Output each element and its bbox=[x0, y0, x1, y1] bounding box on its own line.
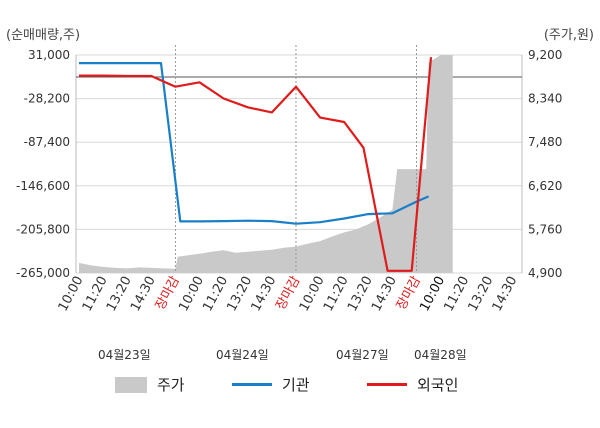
date-label: 04월23일 bbox=[98, 348, 151, 362]
price-area bbox=[79, 55, 453, 273]
left-tick-label: 31,000 bbox=[28, 48, 70, 62]
institution-line bbox=[79, 61, 430, 225]
left-tick-label: -87,400 bbox=[24, 135, 70, 149]
investor-trading-chart: 31,000 -28,200 -87,400 -146,600 -205,800 -265… bbox=[16, 45, 562, 314]
right-tick-label: 5,760 bbox=[528, 222, 562, 236]
left-axis-unit: (순매매량,주) bbox=[6, 28, 81, 43]
right-tick-label: 4,900 bbox=[528, 266, 562, 280]
legend-swatch-foreign bbox=[367, 383, 407, 386]
legend-swatch-price bbox=[115, 376, 147, 393]
right-tick-label: 9,200 bbox=[528, 48, 562, 62]
legend-item-price: 주가 bbox=[115, 374, 185, 395]
legend-swatch-institution bbox=[232, 383, 272, 386]
left-tick-label: -265,000 bbox=[16, 266, 70, 280]
chart-legend: 주가 기관 외국인 bbox=[0, 374, 600, 400]
right-tick-label: 6,620 bbox=[528, 179, 562, 193]
left-tick-label: -146,600 bbox=[16, 179, 70, 193]
date-label: 04월28일 bbox=[414, 348, 467, 362]
left-tick-label: -28,200 bbox=[24, 92, 70, 106]
date-label: 04월24일 bbox=[216, 348, 269, 362]
legend-label-institution: 기관 bbox=[282, 376, 310, 394]
right-tick-label: 8,340 bbox=[528, 92, 562, 106]
legend-item-foreign: 외국인 bbox=[367, 374, 458, 395]
legend-item-institution: 기관 bbox=[232, 374, 310, 395]
legend-label-foreign: 외국인 bbox=[417, 376, 459, 394]
legend-label-price: 주가 bbox=[157, 376, 185, 394]
foreign-line bbox=[79, 57, 433, 272]
right-tick-label: 7,480 bbox=[528, 135, 562, 149]
left-tick-label: -205,800 bbox=[16, 222, 70, 236]
date-label: 04월27일 bbox=[336, 348, 389, 362]
right-axis-unit: (주가,원) bbox=[543, 28, 594, 43]
